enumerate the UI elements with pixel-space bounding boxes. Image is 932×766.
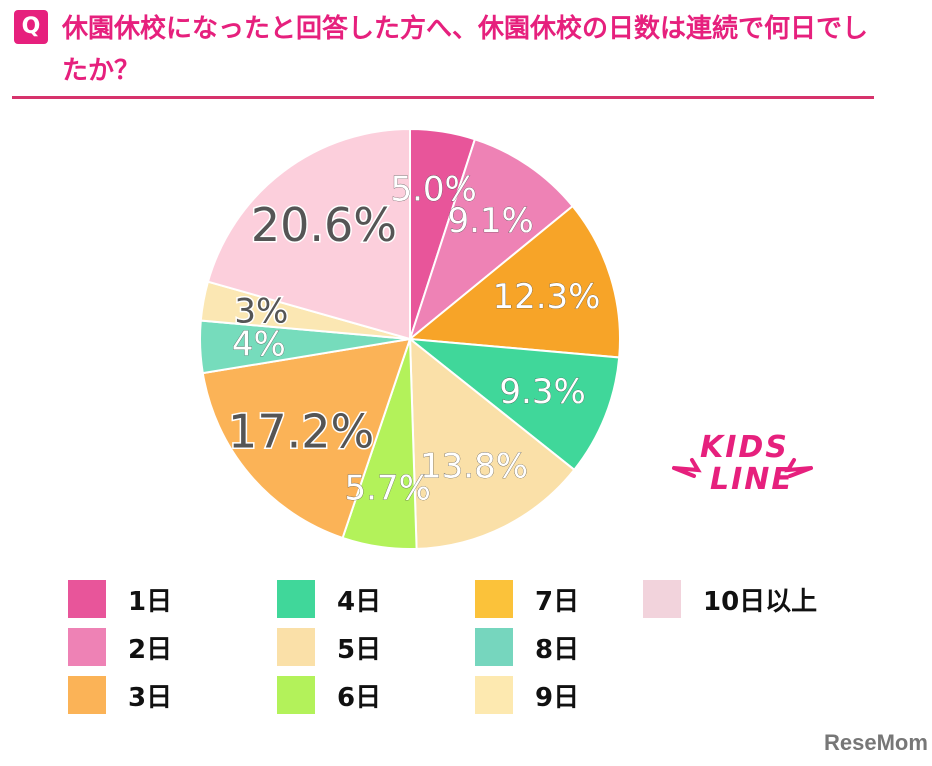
slice-value-label: 5.7% — [345, 469, 431, 509]
logo-line1: KIDS — [700, 430, 789, 465]
slice-value-label: 3% — [234, 292, 288, 332]
pie-slice — [407, 204, 621, 359]
legend-label: 6日 — [337, 682, 382, 713]
legend-item: 9日 — [475, 676, 579, 714]
watermark: ReseMom — [824, 730, 928, 755]
legend-label: 7日 — [535, 586, 580, 617]
legend-swatch — [277, 676, 315, 714]
legend-label: 8日 — [535, 634, 580, 665]
chart-title: 休園休校になったと回答した方へ、休園休校の日数は連続で何日でしたか？ — [62, 14, 869, 86]
legend-swatch — [68, 580, 106, 618]
legend-item: 6日 — [277, 676, 381, 714]
pie-slice — [408, 336, 576, 550]
slice-value-label: 20.6% — [251, 198, 397, 252]
legend-label: 4日 — [337, 586, 382, 617]
legend-label: 1日 — [128, 586, 173, 617]
kids-line-logo: KIDS LINE — [670, 430, 815, 510]
pie-slice — [406, 337, 621, 472]
pie-slice — [201, 337, 412, 540]
slice-value-label: 5.0% — [390, 170, 476, 210]
logo-text: KIDS LINE — [700, 432, 794, 496]
logo-line2: LINE — [710, 462, 794, 497]
legend-item: 7日 — [475, 580, 579, 618]
legend-item: 8日 — [475, 628, 579, 666]
legend-swatch — [68, 628, 106, 666]
pie-slice — [206, 127, 411, 341]
legend-item: 4日 — [277, 580, 381, 618]
legend-swatch — [475, 628, 513, 666]
legend-label: 9日 — [535, 682, 580, 713]
question-badge: Q — [14, 10, 48, 44]
legend-label: 3日 — [128, 682, 173, 713]
legend-item: 2日 — [68, 628, 172, 666]
slice-value-label: 13.8% — [420, 447, 528, 487]
slice-value-label: 9.1% — [447, 201, 533, 241]
slice-value-label: 12.3% — [492, 277, 600, 317]
legend-label: 10日以上 — [703, 586, 818, 617]
legend-label: 5日 — [337, 634, 382, 665]
slice-value-label: 4% — [232, 325, 286, 365]
legend-swatch — [68, 676, 106, 714]
legend-swatch — [277, 580, 315, 618]
title-divider — [12, 96, 874, 99]
logo-arms — [672, 458, 813, 478]
pie-slice — [407, 138, 575, 342]
legend-item: 3日 — [68, 676, 172, 714]
legend-item: 10日以上 — [643, 580, 817, 618]
legend-label: 2日 — [128, 634, 173, 665]
slice-value-label: 9.3% — [499, 372, 585, 412]
legend-item: 1日 — [68, 580, 172, 618]
slice-value-label: 17.2% — [228, 404, 374, 458]
legend-swatch — [475, 676, 513, 714]
legend-swatch — [475, 580, 513, 618]
legend-swatch — [277, 628, 315, 666]
legend-swatch — [643, 580, 681, 618]
legend-item: 5日 — [277, 628, 381, 666]
